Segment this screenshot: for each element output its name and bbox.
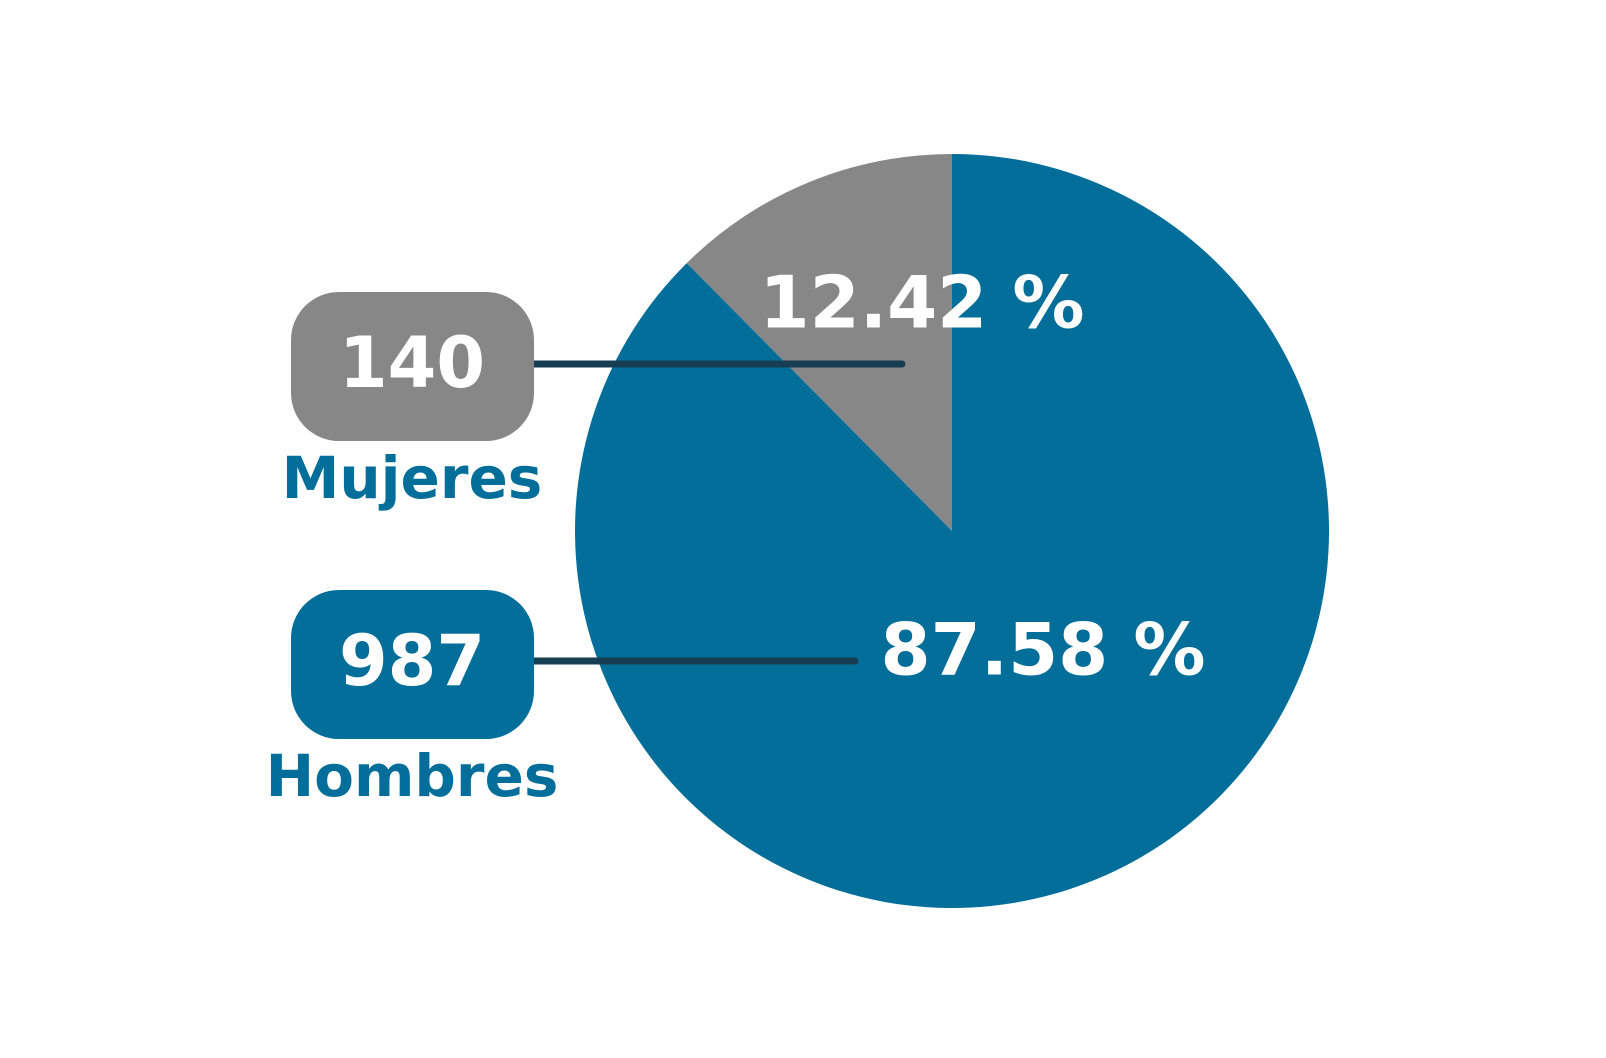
percent-label: 87.58 % (881, 608, 1206, 692)
category-label: Mujeres (282, 444, 543, 512)
pie-slice (686, 154, 952, 531)
count-label: 987 (339, 620, 485, 702)
count-box (291, 292, 534, 441)
count-box (291, 590, 534, 739)
category-label: Hombres (266, 742, 559, 810)
count-label: 140 (339, 322, 485, 404)
percent-label: 12.42 % (760, 261, 1085, 345)
pie-slice (575, 154, 1329, 908)
